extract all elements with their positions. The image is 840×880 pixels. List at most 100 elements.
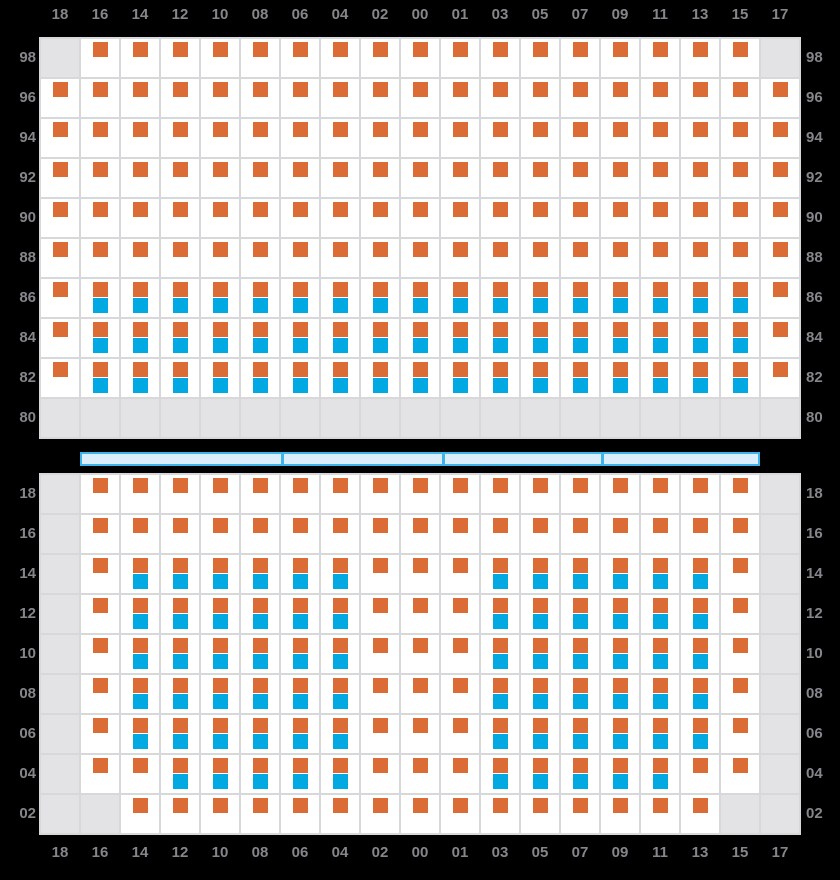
grid-cell[interactable] bbox=[721, 555, 759, 593]
grid-cell[interactable] bbox=[521, 675, 559, 713]
grid-cell[interactable] bbox=[121, 595, 159, 633]
grid-cell[interactable] bbox=[601, 795, 639, 833]
grid-cell[interactable] bbox=[321, 319, 359, 357]
grid-cell[interactable] bbox=[361, 795, 399, 833]
grid-cell[interactable] bbox=[201, 515, 239, 553]
grid-cell[interactable] bbox=[601, 319, 639, 357]
grid-cell[interactable] bbox=[481, 359, 519, 397]
grid-cell[interactable] bbox=[521, 475, 559, 513]
grid-cell[interactable] bbox=[201, 595, 239, 633]
grid-cell[interactable] bbox=[601, 555, 639, 593]
grid-cell[interactable] bbox=[161, 675, 199, 713]
grid-cell[interactable] bbox=[241, 675, 279, 713]
grid-cell[interactable] bbox=[721, 279, 759, 317]
grid-cell[interactable] bbox=[281, 159, 319, 197]
grid-cell[interactable] bbox=[161, 359, 199, 397]
grid-cell[interactable] bbox=[601, 239, 639, 277]
grid-cell[interactable] bbox=[721, 359, 759, 397]
scrollbar-segment[interactable] bbox=[283, 454, 442, 464]
grid-cell[interactable] bbox=[201, 795, 239, 833]
grid-cell[interactable] bbox=[321, 515, 359, 553]
grid-cell[interactable] bbox=[761, 279, 799, 317]
grid-cell[interactable] bbox=[81, 555, 119, 593]
grid-cell[interactable] bbox=[721, 239, 759, 277]
grid-cell[interactable] bbox=[681, 635, 719, 673]
grid-cell[interactable] bbox=[121, 239, 159, 277]
grid-cell[interactable] bbox=[721, 595, 759, 633]
grid-cell[interactable] bbox=[281, 475, 319, 513]
grid-cell[interactable] bbox=[121, 39, 159, 77]
grid-cell[interactable] bbox=[281, 199, 319, 237]
grid-cell[interactable] bbox=[681, 359, 719, 397]
grid-cell[interactable] bbox=[241, 239, 279, 277]
grid-cell[interactable] bbox=[521, 635, 559, 673]
grid-cell[interactable] bbox=[241, 715, 279, 753]
grid-cell[interactable] bbox=[41, 279, 79, 317]
grid-cell[interactable] bbox=[361, 159, 399, 197]
grid-cell[interactable] bbox=[441, 359, 479, 397]
grid-cell[interactable] bbox=[561, 319, 599, 357]
grid-cell[interactable] bbox=[601, 635, 639, 673]
grid-cell[interactable] bbox=[641, 359, 679, 397]
grid-cell[interactable] bbox=[201, 199, 239, 237]
grid-cell[interactable] bbox=[361, 595, 399, 633]
grid-cell[interactable] bbox=[761, 119, 799, 157]
grid-cell[interactable] bbox=[161, 515, 199, 553]
grid-cell[interactable] bbox=[441, 279, 479, 317]
grid-cell[interactable] bbox=[361, 319, 399, 357]
grid-cell[interactable] bbox=[241, 39, 279, 77]
grid-cell[interactable] bbox=[721, 715, 759, 753]
grid-cell[interactable] bbox=[321, 755, 359, 793]
grid-cell[interactable] bbox=[601, 119, 639, 157]
grid-cell[interactable] bbox=[721, 39, 759, 77]
grid-cell[interactable] bbox=[441, 555, 479, 593]
grid-cell[interactable] bbox=[441, 675, 479, 713]
grid-cell[interactable] bbox=[561, 515, 599, 553]
grid-cell[interactable] bbox=[441, 319, 479, 357]
grid-cell[interactable] bbox=[121, 119, 159, 157]
grid-cell[interactable] bbox=[321, 239, 359, 277]
grid-cell[interactable] bbox=[161, 635, 199, 673]
range-scrollbar[interactable] bbox=[80, 452, 760, 466]
grid-cell[interactable] bbox=[721, 159, 759, 197]
grid-cell[interactable] bbox=[481, 795, 519, 833]
grid-cell[interactable] bbox=[601, 715, 639, 753]
grid-cell[interactable] bbox=[441, 635, 479, 673]
grid-cell[interactable] bbox=[121, 635, 159, 673]
grid-cell[interactable] bbox=[161, 119, 199, 157]
grid-cell[interactable] bbox=[361, 715, 399, 753]
grid-cell[interactable] bbox=[601, 199, 639, 237]
grid-cell[interactable] bbox=[281, 715, 319, 753]
grid-cell[interactable] bbox=[401, 755, 439, 793]
grid-cell[interactable] bbox=[721, 675, 759, 713]
grid-cell[interactable] bbox=[601, 475, 639, 513]
grid-cell[interactable] bbox=[161, 239, 199, 277]
grid-cell[interactable] bbox=[761, 359, 799, 397]
grid-cell[interactable] bbox=[361, 555, 399, 593]
grid-cell[interactable] bbox=[121, 795, 159, 833]
grid-cell[interactable] bbox=[321, 359, 359, 397]
grid-cell[interactable] bbox=[401, 199, 439, 237]
grid-cell[interactable] bbox=[81, 359, 119, 397]
grid-cell[interactable] bbox=[241, 515, 279, 553]
grid-cell[interactable] bbox=[681, 715, 719, 753]
grid-cell[interactable] bbox=[481, 79, 519, 117]
grid-cell[interactable] bbox=[121, 159, 159, 197]
grid-cell[interactable] bbox=[441, 515, 479, 553]
grid-cell[interactable] bbox=[201, 159, 239, 197]
grid-cell[interactable] bbox=[241, 635, 279, 673]
grid-cell[interactable] bbox=[441, 239, 479, 277]
grid-cell[interactable] bbox=[481, 475, 519, 513]
grid-cell[interactable] bbox=[281, 755, 319, 793]
grid-cell[interactable] bbox=[641, 119, 679, 157]
grid-cell[interactable] bbox=[121, 675, 159, 713]
grid-cell[interactable] bbox=[641, 635, 679, 673]
grid-cell[interactable] bbox=[241, 79, 279, 117]
grid-cell[interactable] bbox=[681, 39, 719, 77]
grid-cell[interactable] bbox=[601, 279, 639, 317]
grid-cell[interactable] bbox=[681, 199, 719, 237]
grid-cell[interactable] bbox=[481, 199, 519, 237]
grid-cell[interactable] bbox=[121, 515, 159, 553]
grid-cell[interactable] bbox=[681, 239, 719, 277]
grid-cell[interactable] bbox=[281, 515, 319, 553]
